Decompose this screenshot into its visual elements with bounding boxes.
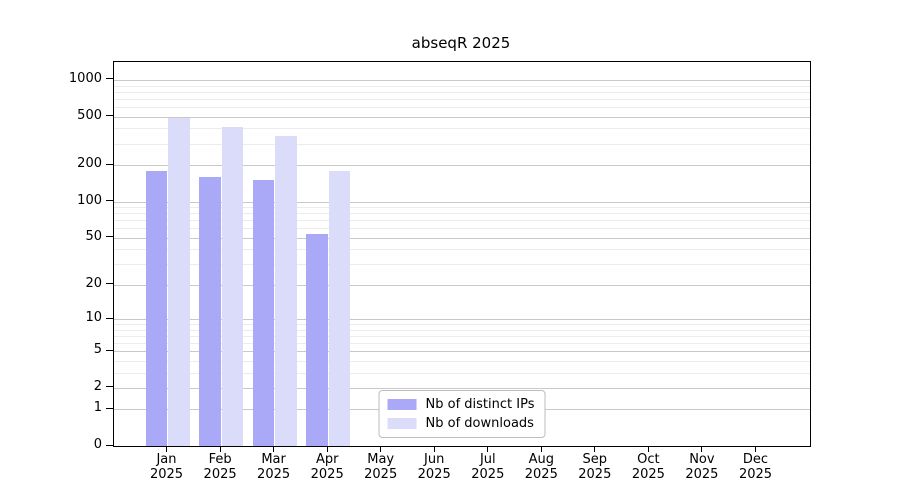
legend-swatch-downloads xyxy=(387,418,417,429)
x-axis-tick-label: Jul 2025 xyxy=(456,452,520,482)
y-axis-tick-label: 5 xyxy=(93,342,102,358)
x-axis-tick xyxy=(594,447,596,452)
x-label-year: 2025 xyxy=(203,467,237,482)
x-axis-tick xyxy=(273,447,275,452)
y-axis-tick xyxy=(106,349,113,351)
x-label-year: 2025 xyxy=(417,467,451,482)
x-axis-tick-label: Aug 2025 xyxy=(509,452,573,482)
bar-distinct-ips-apr xyxy=(306,233,328,446)
y-axis-tick xyxy=(106,407,113,409)
legend-label-downloads: Nb of downloads xyxy=(425,416,534,431)
x-axis-tick-label: Jun 2025 xyxy=(402,452,466,482)
y-gridline-major xyxy=(114,79,810,81)
y-axis-tick xyxy=(106,444,113,446)
x-axis-tick xyxy=(326,447,328,452)
y-axis-tick-label: 2 xyxy=(93,378,102,394)
x-label-month: Jan xyxy=(156,452,177,467)
x-label-year: 2025 xyxy=(685,467,719,482)
y-gridline-minor xyxy=(114,107,810,108)
legend-item-distinct-ips: Nb of distinct IPs xyxy=(387,397,535,412)
y-gridline-major xyxy=(114,116,810,118)
y-gridline-minor xyxy=(114,98,810,100)
x-axis-tick-label: Mar 2025 xyxy=(242,452,306,482)
x-axis-tick xyxy=(166,447,167,452)
y-axis-tick-label: 20 xyxy=(85,275,102,291)
x-axis-tick xyxy=(647,447,649,452)
bar-downloads-apr xyxy=(328,171,351,446)
x-label-year: 2025 xyxy=(257,467,291,482)
x-label-year: 2025 xyxy=(149,467,184,482)
legend: Nb of distinct IPs Nb of downloads xyxy=(378,390,546,438)
x-label-month: Oct xyxy=(637,452,660,467)
y-axis-tick xyxy=(106,236,113,238)
y-axis-tick xyxy=(106,317,113,319)
x-axis-tick xyxy=(219,447,221,452)
x-axis-tick-label: Feb 2025 xyxy=(188,452,252,482)
x-label-month: Apr xyxy=(315,452,339,467)
bar-distinct-ips-jan xyxy=(145,171,167,446)
x-label-year: 2025 xyxy=(310,467,344,482)
x-axis-tick-label: Dec 2025 xyxy=(724,452,788,482)
x-axis-tick xyxy=(380,447,382,452)
y-axis-tick-label: 1000 xyxy=(68,70,102,86)
bar-distinct-ips-feb xyxy=(199,176,221,446)
bar-distinct-ips-mar xyxy=(252,179,275,446)
x-label-year: 2025 xyxy=(524,467,558,482)
x-axis-tick-label: May 2025 xyxy=(349,452,413,482)
y-gridline-major xyxy=(114,165,810,166)
x-label-month: Feb xyxy=(208,452,232,467)
x-axis-tick-label: Oct 2025 xyxy=(616,452,680,482)
x-label-year: 2025 xyxy=(578,467,612,482)
legend-item-downloads: Nb of downloads xyxy=(387,416,535,431)
y-axis-tick xyxy=(106,200,113,201)
y-axis-tick-label: 0 xyxy=(93,437,102,452)
y-axis-tick-label: 1 xyxy=(93,400,102,416)
x-label-year: 2025 xyxy=(364,467,398,482)
legend-label-distinct-ips: Nb of distinct IPs xyxy=(425,397,535,412)
legend-swatch-distinct-ips xyxy=(387,399,417,410)
y-axis-tick-label: 50 xyxy=(85,228,102,244)
x-axis-tick-label: Nov 2025 xyxy=(670,452,734,482)
x-label-month: Jul xyxy=(479,452,496,467)
x-axis-tick xyxy=(487,447,489,452)
y-axis-tick-label: 100 xyxy=(77,192,102,208)
x-axis-tick-label: Sep 2025 xyxy=(563,452,627,482)
y-axis-tick xyxy=(106,283,113,285)
y-gridline-minor xyxy=(114,85,810,87)
x-axis-tick xyxy=(701,447,703,452)
x-label-month: Aug xyxy=(528,452,554,467)
y-axis-tick-label: 200 xyxy=(77,156,102,171)
bar-downloads-jan xyxy=(168,118,190,446)
y-axis-tick xyxy=(106,386,113,388)
y-axis-tick-label: 10 xyxy=(85,310,102,325)
x-label-month: Sep xyxy=(582,452,608,467)
plot-area: Nb of distinct IPs Nb of downloads xyxy=(113,61,811,447)
y-axis-tick xyxy=(106,78,113,80)
x-label-year: 2025 xyxy=(631,467,665,482)
y-gridline-minor xyxy=(114,91,810,93)
x-axis-tick xyxy=(540,447,542,452)
chart-title: abseqR 2025 xyxy=(411,34,511,52)
y-axis-tick xyxy=(106,115,113,117)
x-axis-tick-label: Jan 2025 xyxy=(135,452,199,482)
x-label-month: May xyxy=(367,452,395,467)
bar-downloads-feb xyxy=(221,126,244,446)
x-label-year: 2025 xyxy=(738,467,773,482)
x-label-month: Jun xyxy=(424,452,445,467)
x-label-month: Dec xyxy=(742,452,769,467)
bar-downloads-mar xyxy=(275,135,297,446)
y-gridline-minor xyxy=(114,128,810,130)
x-axis-tick xyxy=(755,447,756,452)
x-axis-tick-label: Apr 2025 xyxy=(295,452,359,482)
y-axis-tick xyxy=(106,163,113,165)
x-label-year: 2025 xyxy=(471,467,505,482)
x-axis-tick xyxy=(433,447,435,452)
x-label-month: Nov xyxy=(689,452,715,467)
y-gridline-minor xyxy=(114,143,810,145)
y-axis-tick-label: 500 xyxy=(77,107,102,123)
x-label-month: Mar xyxy=(261,452,286,467)
